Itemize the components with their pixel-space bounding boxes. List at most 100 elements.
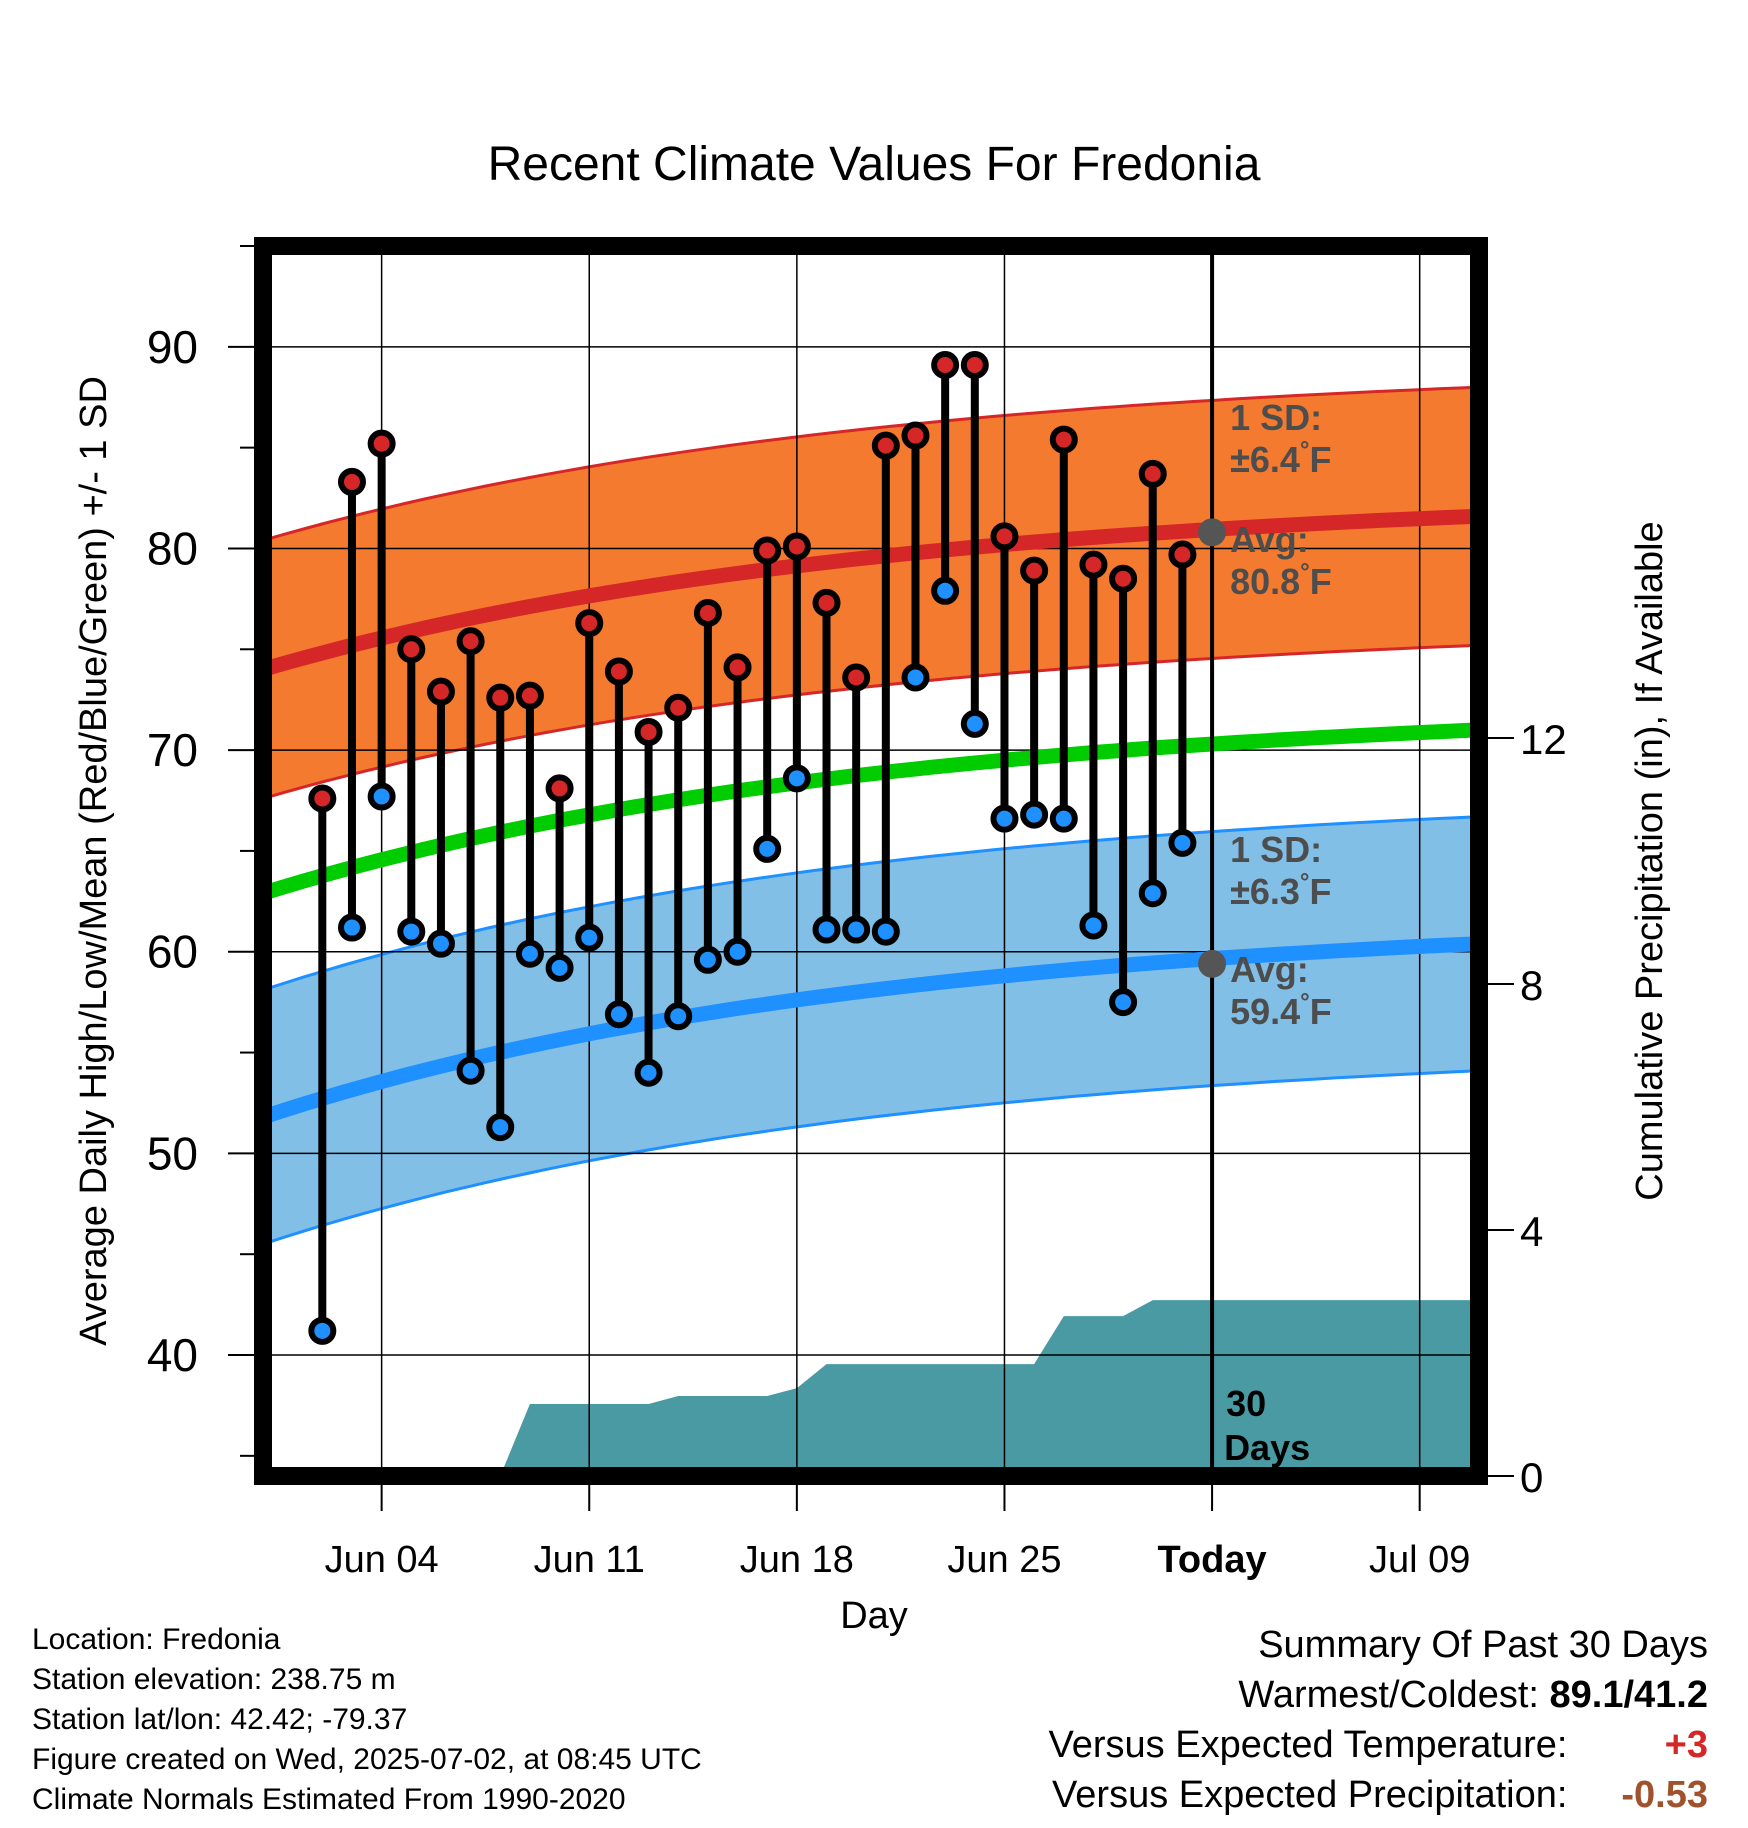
y-tick-label: 60 — [147, 926, 198, 978]
low-avg-value: 59.4°F — [1230, 989, 1332, 1032]
figure-created: Figure created on Wed, 2025-07-02, at 08… — [32, 1743, 702, 1776]
y-tick-label: 70 — [147, 724, 198, 776]
plot-frame — [254, 237, 1488, 1485]
low-point — [1168, 828, 1197, 857]
high-sd-value-number: ±6.4 — [1230, 439, 1300, 480]
high-avg-value-degree: ° — [1300, 559, 1310, 586]
high-point — [931, 350, 960, 379]
low-sd-band — [263, 816, 1479, 1245]
high-point — [664, 693, 693, 722]
low-point — [515, 939, 544, 968]
high-avg-value-unit: F — [1310, 561, 1332, 602]
high-point — [693, 598, 722, 627]
x-tick-label: Jun 18 — [740, 1539, 854, 1581]
y-tick-label: 80 — [147, 522, 198, 574]
low-point — [990, 804, 1019, 833]
high-avg-value: 80.8°F — [1230, 559, 1332, 602]
warmest-value: 89.1/41.2 — [1549, 1674, 1708, 1716]
high-sd-lower-line — [263, 643, 1479, 800]
high-point — [1020, 556, 1049, 585]
high-point — [842, 663, 871, 692]
warmest-label: Warmest/Coldest: — [1238, 1674, 1539, 1716]
high-point — [456, 627, 485, 656]
y2-tick-label: 12 — [1520, 716, 1567, 763]
high-point — [1138, 459, 1167, 488]
summary-panel: Summary Of Past 30 Days Warmest/Coldest:… — [1049, 1620, 1708, 1820]
high-point — [337, 467, 366, 496]
low-sd-value-degree: ° — [1300, 869, 1310, 896]
today-high-avg-dot — [1198, 518, 1227, 547]
x-tick-label: Jul 09 — [1369, 1539, 1470, 1581]
high-sd-band — [263, 387, 1479, 799]
summary-temp-row: Versus Expected Temperature: +3 — [1049, 1720, 1708, 1770]
high-point — [723, 653, 752, 682]
low-sd-label: 1 SD: — [1230, 829, 1322, 870]
precip-label: Versus Expected Precipitation: — [1052, 1774, 1568, 1816]
high-point — [308, 784, 337, 813]
high-sd-label: 1 SD: — [1230, 397, 1322, 438]
low-sd-upper-line — [263, 815, 1479, 992]
precip-value: -0.53 — [1621, 1774, 1708, 1816]
station-elevation: Station elevation: 238.75 m — [32, 1663, 396, 1696]
high-point — [575, 609, 604, 638]
high-sd-value: ±6.4°F — [1230, 437, 1331, 480]
low-point — [575, 923, 604, 952]
low-point — [664, 1002, 693, 1031]
low-point — [931, 576, 960, 605]
high-point — [1079, 550, 1108, 579]
chart-title: Recent Climate Values For Fredonia — [488, 138, 1261, 191]
low-point — [1109, 988, 1138, 1017]
low-avg-value-unit: F — [1310, 991, 1332, 1032]
low-point — [1020, 800, 1049, 829]
x-axis-title: Day — [840, 1595, 908, 1637]
y-tick-label: 90 — [147, 321, 198, 373]
y-tick-label: 50 — [147, 1127, 198, 1179]
y2-axis-title: Cumulative Precipitation (in), If Availa… — [1629, 521, 1671, 1200]
summary-precip-row: Versus Expected Precipitation: -0.53 — [1049, 1770, 1708, 1820]
summary-warmest-row: Warmest/Coldest: 89.1/41.2 — [1049, 1670, 1708, 1720]
low-avg-value-degree: ° — [1300, 989, 1310, 1016]
low-point — [337, 913, 366, 942]
x-tick-label: Jun 11 — [534, 1539, 645, 1581]
low-sd-value-unit: F — [1309, 871, 1331, 912]
low-point — [960, 709, 989, 738]
x-tick-label: Jun 25 — [947, 1539, 1061, 1581]
low-point — [753, 834, 782, 863]
high-avg-value-number: 80.8 — [1230, 561, 1300, 602]
high-point — [812, 588, 841, 617]
low-point — [901, 663, 930, 692]
temp-value: +3 — [1664, 1724, 1708, 1766]
low-point — [308, 1316, 337, 1345]
days-label-text: Days — [1224, 1427, 1310, 1468]
high-point — [604, 657, 633, 686]
low-point — [486, 1113, 515, 1142]
high-avg-line — [263, 508, 1479, 677]
summary-title: Summary Of Past 30 Days — [1258, 1624, 1708, 1666]
high-point — [367, 429, 396, 458]
high-point — [753, 536, 782, 565]
low-avg-value-number: 59.4 — [1230, 991, 1300, 1032]
high-point — [634, 717, 663, 746]
high-point — [1109, 564, 1138, 593]
station-info: Location: Fredonia Station elevation: 23… — [32, 1620, 702, 1820]
high-point — [960, 350, 989, 379]
high-avg-label: Avg: — [1230, 519, 1309, 560]
low-point — [871, 917, 900, 946]
y2-tick-label: 4 — [1520, 1208, 1543, 1255]
low-sd-value-number: ±6.3 — [1230, 871, 1300, 912]
x-tick-label: Jun 04 — [325, 1539, 439, 1581]
high-point — [545, 774, 574, 803]
low-point — [545, 953, 574, 982]
high-point — [871, 431, 900, 460]
low-point — [634, 1058, 663, 1087]
low-point — [1049, 804, 1078, 833]
low-point — [782, 764, 811, 793]
y-axis-title: Average Daily High/Low/Mean (Red/Blue/Gr… — [73, 376, 115, 1346]
station-latlon: Station lat/lon: 42.42; -79.37 — [32, 1703, 408, 1736]
low-point — [723, 937, 752, 966]
high-sd-value-unit: F — [1309, 439, 1331, 480]
low-point — [426, 929, 455, 958]
low-point — [842, 915, 871, 944]
low-sd-value: ±6.3°F — [1230, 869, 1331, 912]
low-avg-label: Avg: — [1230, 949, 1309, 990]
